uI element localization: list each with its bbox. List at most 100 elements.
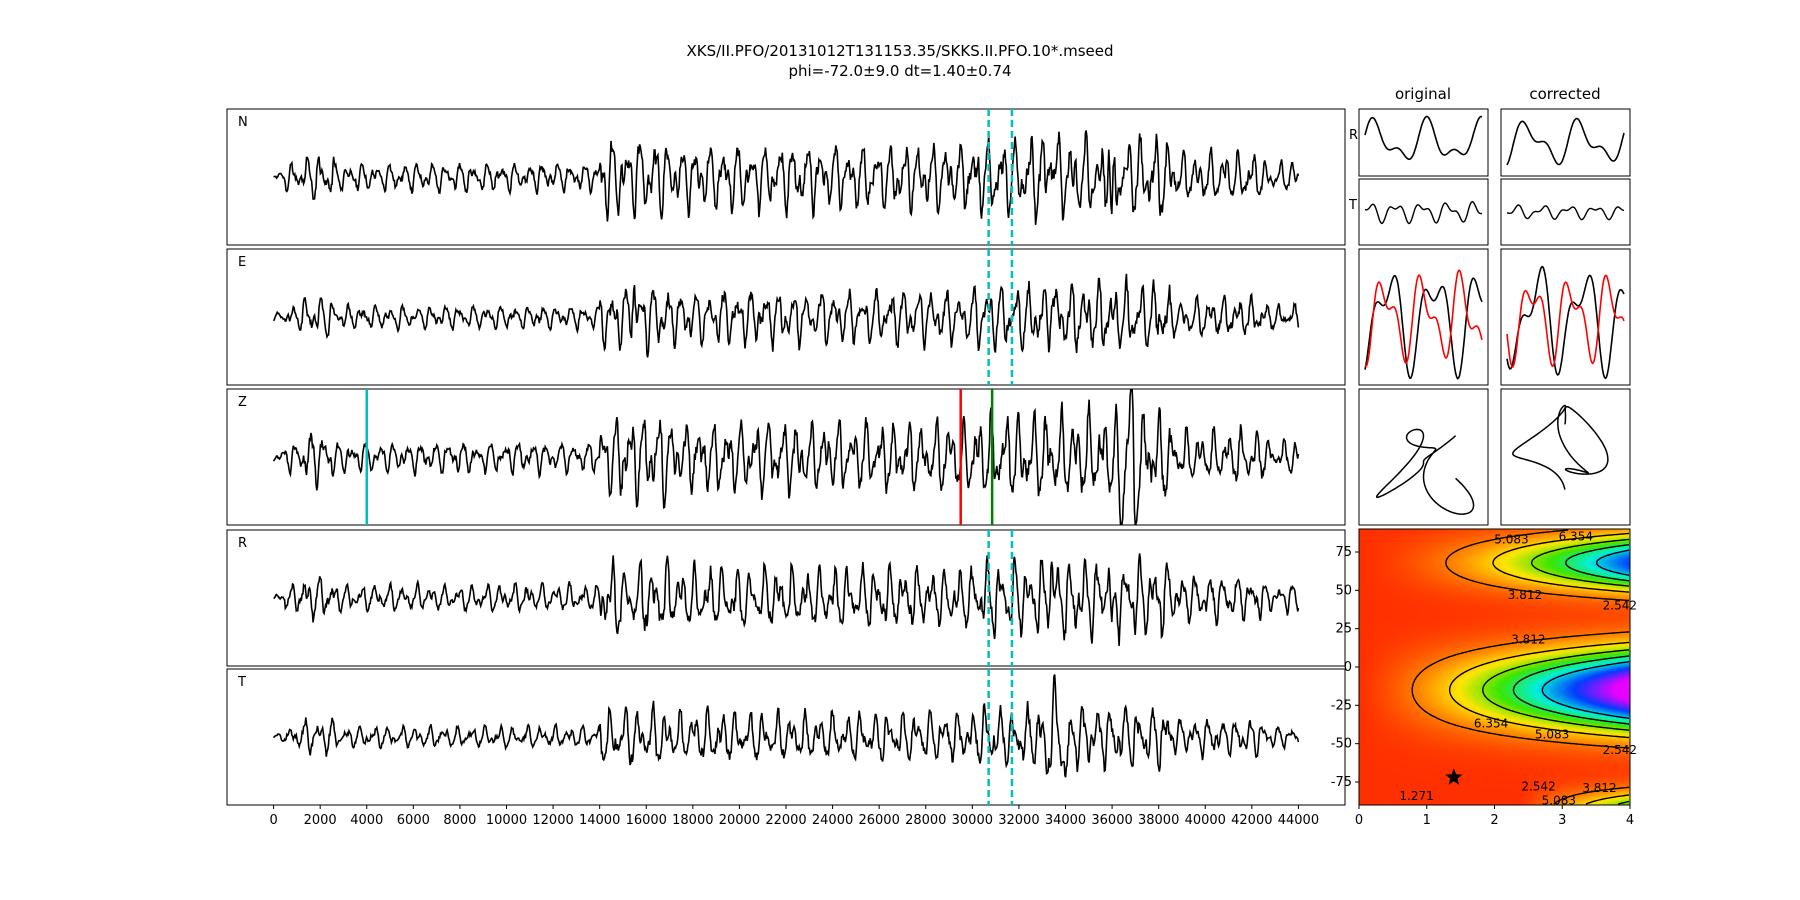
x-tick-label: 14000 — [579, 813, 620, 828]
trace-line-t — [272, 674, 1300, 778]
x-tick-label: 8000 — [443, 813, 476, 828]
x-tick-label: 42000 — [1231, 813, 1272, 828]
column-title-original: original — [1395, 85, 1451, 103]
heatmap-raster — [1359, 529, 1630, 805]
x-tick-label: 0 — [269, 813, 277, 828]
heat-x-tick-label: 2 — [1490, 813, 1498, 828]
contour-label: 2.542 — [1603, 599, 1637, 613]
panel-label: E — [238, 255, 246, 270]
trace-x-axis: 0 2000 4000 6000 8000 10000 12000 14000 16000 180… — [269, 805, 1319, 828]
panel-frame — [226, 248, 1346, 386]
trace-line-e — [272, 273, 1300, 358]
contour-level-5.083 — [1512, 544, 1630, 725]
panel-label: R — [238, 536, 247, 551]
trace-line-n — [273, 130, 1300, 225]
heat-y-tick-label: 25 — [1335, 622, 1352, 637]
contour-level-3.812 — [1482, 538, 1630, 805]
contour-label: 1.271 — [1399, 789, 1433, 803]
comparison-panels — [1358, 108, 1631, 526]
contour-label: 5.083 — [1542, 793, 1576, 807]
comparison-panel-original-3 — [1358, 248, 1489, 386]
contour-label: 3.812 — [1508, 588, 1542, 602]
x-tick-label: 34000 — [1045, 813, 1086, 828]
contour-label: 5.083 — [1494, 533, 1528, 547]
trace-panel-e: E — [226, 248, 1346, 386]
transverse-waveform — [1507, 204, 1625, 221]
energy-heatmap — [1359, 529, 1630, 805]
x-tick-label: 26000 — [858, 813, 899, 828]
heat-y-tick-label: -75 — [1331, 775, 1352, 790]
heat-x-tick-label: 0 — [1355, 813, 1363, 828]
row-label-r: R — [1349, 128, 1358, 143]
contour-label: 5.083 — [1535, 727, 1569, 741]
heatmap-axes: 0 1 2 3 4 75 50 25 0 -25 -50 -75 — [1331, 545, 1634, 828]
contour-label: 3.812 — [1511, 632, 1545, 646]
x-tick-label: 16000 — [626, 813, 667, 828]
x-tick-label: 40000 — [1185, 813, 1226, 828]
waveform-black — [1506, 265, 1625, 380]
x-tick-label: 44000 — [1278, 813, 1319, 828]
contour-lines — [1411, 529, 1630, 805]
radial-waveform — [1506, 117, 1625, 166]
panel-label: T — [237, 675, 246, 690]
seismogram-panels: N E Z R T — [226, 108, 1346, 806]
x-tick-label: 20000 — [719, 813, 760, 828]
trace-panel-z: Z — [226, 388, 1346, 526]
panel-frame — [1500, 108, 1631, 177]
column-title-corrected: corrected — [1529, 85, 1600, 103]
heat-y-tick-label: -25 — [1331, 698, 1352, 713]
best-fit-star — [1445, 768, 1463, 785]
row-label-t: T — [1348, 198, 1357, 213]
heat-x-tick-label: 3 — [1558, 813, 1566, 828]
trace-panel-r: R — [226, 529, 1346, 667]
panel-label: N — [238, 115, 248, 130]
x-tick-label: 12000 — [532, 813, 573, 828]
contour-level-6.354 — [1541, 549, 1630, 719]
x-tick-label: 24000 — [812, 813, 853, 828]
heat-y-tick-label: -50 — [1331, 737, 1352, 752]
panel-frame — [226, 108, 1346, 246]
particle-motion-path — [1375, 428, 1475, 515]
panel-frame — [1358, 248, 1489, 386]
x-tick-label: 2000 — [304, 813, 337, 828]
x-tick-label: 28000 — [905, 813, 946, 828]
comparison-panel-corrected-2 — [1500, 178, 1631, 246]
x-tick-label: 22000 — [765, 813, 806, 828]
trace-panel-t: T — [226, 668, 1346, 806]
panel-frame — [1358, 108, 1489, 177]
panel-frame — [226, 529, 1346, 667]
trace-line-z — [272, 389, 1300, 525]
heat-y-tick-label: 0 — [1344, 660, 1352, 675]
waveform-red — [1364, 269, 1483, 368]
x-tick-label: 36000 — [1091, 813, 1132, 828]
contour-level-1.271 — [1411, 529, 1630, 805]
figure-title-line1: XKS/II.PFO/20131012T131153.35/SKKS.II.PF… — [686, 42, 1113, 60]
contour-label: 2.542 — [1603, 743, 1637, 757]
panel-frame — [1500, 178, 1631, 246]
panel-frame — [226, 388, 1346, 526]
figure-title-line2: phi=-72.0±9.0 dt=1.40±0.74 — [788, 62, 1011, 80]
particle-motion-path — [1512, 404, 1609, 490]
contour-label: 2.542 — [1521, 780, 1555, 794]
heat-y-tick-label: 50 — [1335, 583, 1352, 598]
contour-label: 6.354 — [1559, 530, 1593, 544]
comparison-panel-original-4 — [1358, 388, 1489, 526]
comparison-panel-corrected-3 — [1500, 248, 1631, 386]
contour-level-2.542 — [1448, 532, 1630, 805]
x-tick-label: 6000 — [397, 813, 430, 828]
contour-label: 6.354 — [1474, 717, 1508, 731]
panel-frame — [1358, 178, 1489, 246]
heat-x-tick-label: 4 — [1626, 813, 1634, 828]
x-tick-label: 38000 — [1138, 813, 1179, 828]
panel-label: Z — [238, 395, 247, 410]
x-tick-label: 32000 — [998, 813, 1039, 828]
trace-line-r — [273, 553, 1300, 646]
trace-panel-n: N — [226, 108, 1346, 246]
heat-y-tick-label: 75 — [1335, 545, 1352, 560]
x-tick-label: 18000 — [672, 813, 713, 828]
panel-frame — [1358, 388, 1489, 526]
x-tick-label: 30000 — [952, 813, 993, 828]
comparison-panel-corrected-4 — [1500, 388, 1631, 526]
panel-frame — [1500, 388, 1631, 526]
